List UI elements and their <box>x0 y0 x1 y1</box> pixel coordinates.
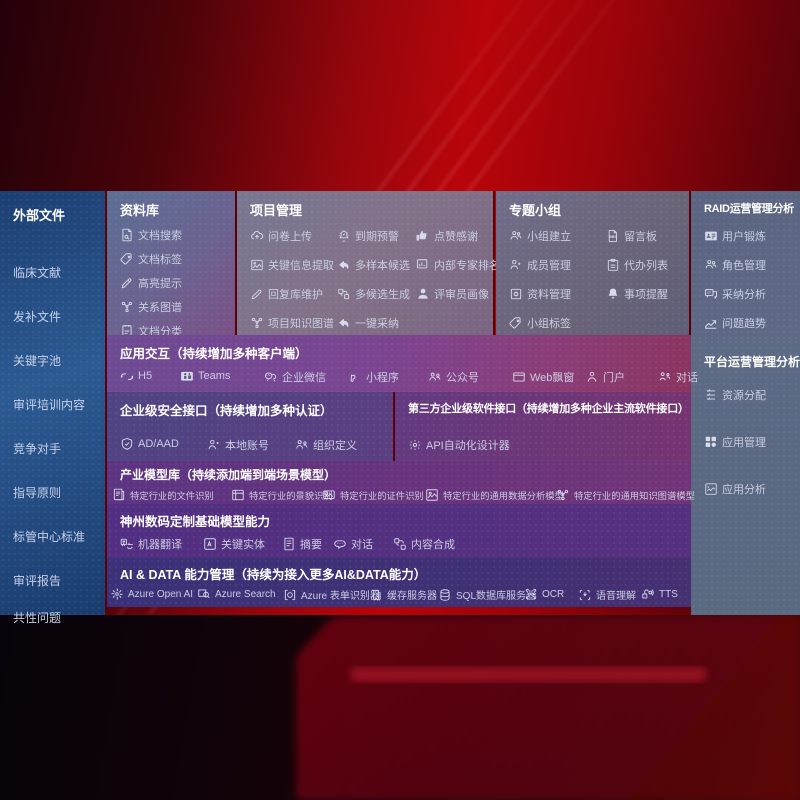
svg-text:BBS: BBS <box>609 235 617 239</box>
svg-text:OCR: OCR <box>528 592 537 596</box>
svg-text:QA: QA <box>707 291 711 295</box>
